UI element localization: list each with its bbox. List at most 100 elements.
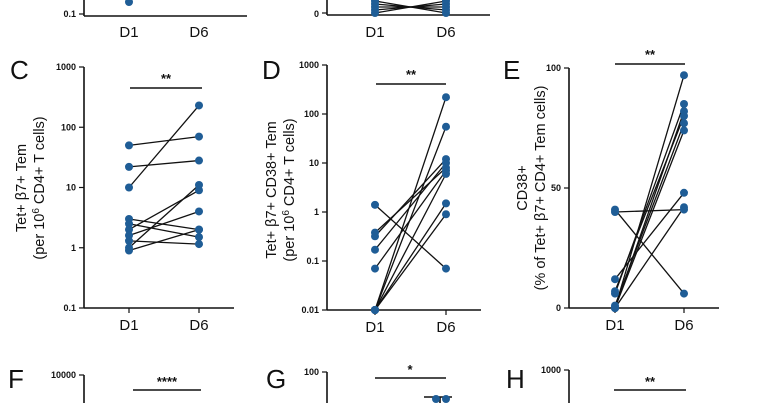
significance-label-C: **: [161, 71, 172, 86]
point-d6-E: [680, 119, 688, 128]
point-d1-top-left: [125, 0, 133, 6]
y-tick-label-C: 10: [66, 183, 76, 193]
pair-line-E: [614, 130, 685, 309]
point-d1-D: [371, 264, 379, 273]
x-tick-label-top-left: D6: [189, 24, 208, 41]
x-tick-label-top-middle: D6: [436, 24, 455, 41]
significance-label-G: *: [407, 362, 413, 377]
point-d6-D: [442, 210, 450, 219]
point-d6-D: [442, 199, 450, 208]
y-tick-label-F: 10000: [51, 370, 76, 380]
pair-line-D: [374, 97, 447, 311]
pair-line-E: [614, 209, 685, 295]
pair-line-C: [128, 105, 200, 188]
panel-letter-F: F: [8, 364, 24, 394]
y-tick-label-D: 10: [309, 158, 319, 168]
x-tick-label-C: D1: [119, 317, 138, 334]
y-axis-label-line2-D: (per 106 CD4+ T cells): [281, 118, 298, 261]
pair-line-C: [128, 189, 200, 231]
point-d1-E: [611, 289, 619, 298]
point-d6-D: [442, 169, 450, 178]
pair-line-C: [128, 218, 200, 231]
pair-line-D: [374, 126, 447, 311]
panel-letter-H: H: [506, 364, 525, 394]
pair-line-E: [614, 103, 685, 294]
point-d1-E: [611, 275, 619, 284]
point-d6-top-middle: [442, 9, 450, 17]
x-tick-label-D: D1: [365, 319, 384, 336]
point-d1-E: [611, 304, 619, 312]
pair-line-D: [374, 213, 447, 311]
point-d1-C: [125, 162, 133, 171]
x-tick-label-E: D1: [605, 317, 624, 334]
y-tick-label-D: 100: [304, 109, 319, 119]
point-d1-C: [125, 219, 133, 228]
panel-letter-D: D: [262, 55, 281, 85]
point-d1-C: [125, 225, 133, 234]
point-d1-D: [371, 200, 379, 209]
y-tick-label-D: 0.1: [306, 256, 319, 266]
point-d1-C: [125, 246, 133, 255]
y-tick-label-C: 1000: [56, 62, 76, 72]
y-tick-label-top-left: 0.1: [63, 9, 76, 19]
pair-line-C: [128, 135, 200, 147]
panel-letter-C: C: [10, 55, 29, 85]
point-d6-D: [442, 122, 450, 131]
y-tick-label-G: 100: [304, 367, 319, 377]
point-d6-E: [680, 188, 688, 197]
point-d6-C: [195, 101, 203, 110]
point-d6-E: [680, 100, 688, 108]
y-tick-label-D: 0.01: [301, 305, 319, 315]
point-d6-E: [680, 203, 688, 212]
y-axis-label-line1-E: CD38+: [515, 165, 531, 211]
pair-line-D: [374, 162, 447, 251]
significance-label-H: **: [645, 374, 656, 389]
point-d6-E: [680, 71, 688, 80]
point-d6-E: [680, 289, 688, 298]
point-d6-C: [195, 240, 203, 249]
point-d6-C: [195, 225, 203, 234]
point-d1-D: [371, 306, 379, 314]
point-d6-C: [195, 156, 203, 165]
y-axis-label-line2-C: (per 106 CD4+ T cells): [31, 116, 48, 259]
point-d6-G: [442, 395, 450, 403]
y-tick-label-D: 1000: [299, 60, 319, 70]
panel-letter-E: E: [503, 55, 520, 85]
y-tick-label-D: 1: [314, 207, 319, 217]
x-tick-label-top-middle: D1: [365, 24, 384, 41]
pair-line-D: [374, 158, 447, 237]
pair-line-C: [128, 159, 200, 168]
point-d1-D: [371, 232, 379, 241]
pair-line-D: [374, 173, 447, 311]
significance-label-E: **: [645, 47, 656, 62]
y-axis-label-line1-C: Tet+ β7+ Tem: [14, 144, 30, 232]
pair-line-E: [614, 110, 685, 309]
point-d1-D: [371, 245, 379, 254]
point-d6-E: [680, 126, 688, 135]
point-d1-C: [125, 236, 133, 245]
y-tick-label-C: 1: [71, 243, 76, 253]
x-tick-label-E: D6: [674, 317, 693, 334]
point-d1-top-middle: [371, 9, 379, 17]
panel-letter-G: G: [266, 364, 286, 394]
point-d6-C: [195, 181, 203, 190]
point-d6-C: [195, 233, 203, 242]
point-d1-C: [125, 183, 133, 192]
pair-line-C: [128, 240, 200, 245]
point-d6-C: [195, 207, 203, 216]
pair-line-C: [128, 223, 200, 238]
y-tick-label-E: 50: [551, 183, 561, 193]
point-d6-D: [442, 93, 450, 102]
pair-line-D: [374, 167, 447, 234]
x-tick-label-top-left: D1: [119, 24, 138, 41]
pair-line-E: [614, 192, 685, 280]
y-tick-label-C: 100: [61, 122, 76, 132]
pair-line-C: [128, 210, 200, 237]
pair-line-E: [614, 75, 685, 309]
point-d6-D: [442, 159, 450, 167]
y-tick-label-C: 0.1: [63, 303, 76, 313]
x-tick-label-C: D6: [189, 317, 208, 334]
pair-line-D: [374, 203, 447, 311]
